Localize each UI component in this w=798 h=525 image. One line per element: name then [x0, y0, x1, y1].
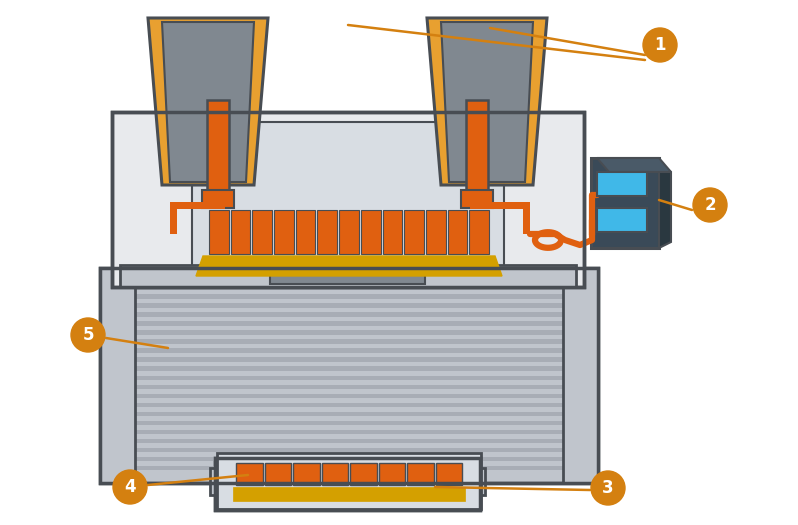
Bar	[108, 339, 590, 344]
Text: 3: 3	[602, 479, 614, 497]
Bar	[296, 210, 315, 254]
Bar	[120, 265, 576, 287]
Circle shape	[113, 470, 147, 504]
Polygon shape	[441, 22, 533, 182]
Bar	[233, 487, 465, 501]
Bar	[108, 457, 590, 461]
Text: 4: 4	[124, 478, 136, 496]
Bar	[405, 210, 424, 254]
Bar	[470, 468, 485, 495]
Bar	[100, 268, 135, 483]
Bar	[108, 349, 590, 353]
Bar	[100, 268, 598, 483]
Bar	[591, 158, 659, 248]
Bar	[170, 202, 225, 209]
Bar	[100, 268, 598, 483]
Polygon shape	[148, 18, 268, 185]
Bar	[108, 403, 590, 407]
Text: 5: 5	[82, 326, 93, 344]
Bar	[108, 312, 590, 317]
Bar	[563, 268, 598, 483]
Bar	[597, 172, 647, 196]
Bar	[563, 268, 598, 483]
Bar	[112, 112, 584, 287]
Bar	[108, 430, 590, 434]
Bar	[264, 463, 291, 485]
Bar	[215, 458, 480, 510]
Bar	[470, 202, 530, 209]
Bar	[407, 463, 433, 485]
Bar	[108, 330, 590, 335]
Bar	[209, 210, 229, 254]
Circle shape	[643, 28, 677, 62]
Bar	[448, 210, 468, 254]
Bar	[322, 463, 348, 485]
Bar	[210, 468, 225, 495]
Bar	[252, 210, 272, 254]
Bar	[108, 384, 590, 389]
Bar	[466, 100, 488, 195]
Polygon shape	[597, 158, 671, 172]
Bar	[318, 210, 337, 254]
Bar	[108, 303, 590, 308]
Polygon shape	[427, 18, 547, 185]
Bar	[231, 210, 251, 254]
Bar	[108, 321, 590, 326]
Bar	[170, 202, 177, 234]
Bar	[108, 366, 590, 371]
Bar	[207, 100, 229, 195]
Bar	[293, 463, 319, 485]
Bar	[461, 190, 493, 208]
Bar	[192, 122, 504, 277]
Bar	[100, 268, 135, 483]
Bar	[523, 202, 530, 234]
Polygon shape	[196, 256, 502, 276]
Bar	[274, 210, 294, 254]
Bar	[108, 412, 590, 416]
Polygon shape	[162, 22, 254, 182]
Bar	[108, 421, 590, 425]
Bar	[108, 285, 590, 290]
Circle shape	[693, 188, 727, 222]
Bar	[378, 463, 405, 485]
Bar	[108, 394, 590, 398]
Circle shape	[71, 318, 105, 352]
Bar	[236, 463, 263, 485]
Bar	[382, 210, 402, 254]
Bar	[426, 210, 445, 254]
Text: 2: 2	[704, 196, 716, 214]
Bar	[112, 112, 584, 287]
Bar	[270, 262, 425, 284]
Bar	[108, 375, 590, 380]
Bar	[339, 210, 359, 254]
Bar	[108, 358, 590, 362]
Text: 1: 1	[654, 36, 666, 54]
Bar	[350, 463, 377, 485]
Bar	[108, 439, 590, 443]
Bar	[108, 276, 590, 280]
Bar	[108, 466, 590, 470]
Bar	[108, 294, 590, 299]
Bar	[436, 463, 462, 485]
Bar	[202, 190, 234, 208]
Circle shape	[591, 471, 625, 505]
Bar	[108, 448, 590, 453]
Bar	[361, 210, 381, 254]
Bar	[469, 210, 489, 254]
Bar	[215, 458, 480, 510]
Bar	[597, 208, 647, 232]
Bar	[217, 453, 481, 509]
Polygon shape	[659, 164, 671, 248]
